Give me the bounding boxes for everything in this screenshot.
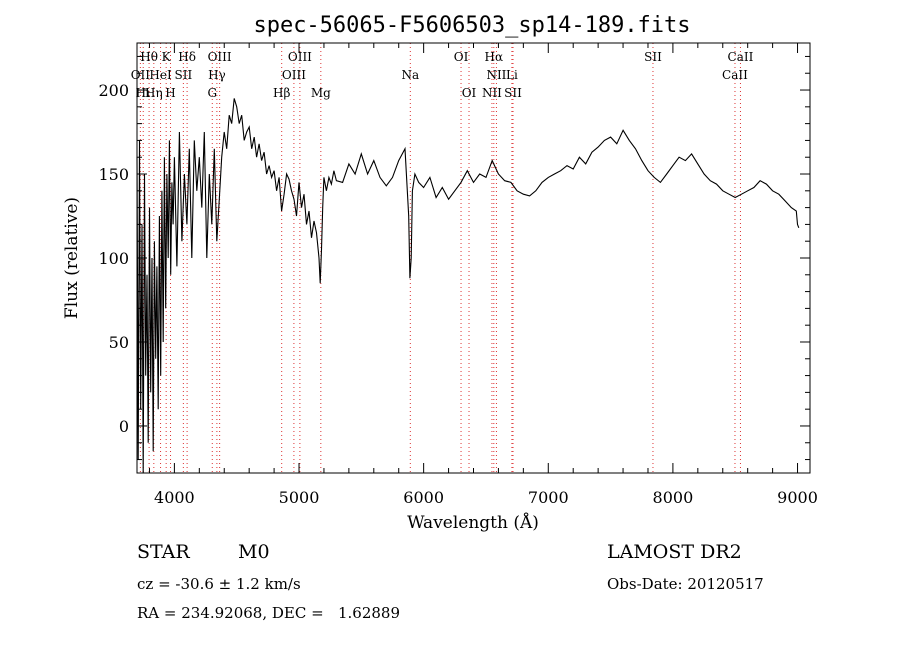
spectral-line-label: NII (486, 68, 506, 82)
spectral-line-label: CaII (728, 50, 754, 64)
spectral-line-label: Mg (311, 86, 331, 100)
x-tick-label: 7000 (528, 488, 569, 507)
x-axis-label: Wavelength (Å) (407, 512, 539, 533)
spectral-line-label: Hη (145, 86, 163, 100)
spectral-line-label: NII (482, 86, 502, 100)
spectral-line-label: Na (401, 68, 419, 82)
y-tick-label: 50 (109, 333, 129, 352)
observation-date: Obs-Date: 20120517 (607, 575, 764, 593)
spectral-line-label: OI (454, 50, 469, 64)
spectral-line-label: Hδ (178, 50, 196, 64)
y-tick-label: 0 (119, 417, 129, 436)
object-class: STAR (137, 541, 190, 563)
y-tick-label: 150 (98, 165, 129, 184)
spectral-line-label: SII (504, 86, 522, 100)
spectral-line-label: OIII (282, 68, 306, 82)
spectral-line-label: OI (462, 86, 477, 100)
spectral-line-label: OII (131, 68, 151, 82)
spectral-line-label: Hι (136, 86, 151, 100)
plot-frame (136, 42, 811, 474)
y-tick-label: 100 (98, 249, 129, 268)
x-tick-label: 4000 (154, 488, 195, 507)
spectral-line-markers (139, 43, 741, 473)
spectral-line-label: SII (644, 50, 662, 64)
spectral-line-label: OIII (288, 50, 312, 64)
spectral-line-label: H (165, 86, 175, 100)
redshift-velocity: cz = -30.6 ± 1.2 km/s (137, 575, 301, 593)
spectral-line-label: Hα (485, 50, 504, 64)
spectral-line-label: K (162, 50, 172, 64)
spectral-line-label: CaII (722, 68, 748, 82)
y-axis-label: Flux (relative) (62, 197, 82, 319)
x-tick-label: 5000 (279, 488, 320, 507)
spectral-line-label: Li (506, 68, 518, 82)
x-tick-label: 8000 (653, 488, 694, 507)
spectral-subclass: M0 (238, 541, 270, 563)
survey-name: LAMOST DR2 (607, 541, 742, 563)
x-tick-label: 6000 (403, 488, 444, 507)
spectral-line-label: SII (175, 68, 193, 82)
chart-title: spec-56065-F5606503_sp14-189.fits (253, 13, 690, 38)
y-tick-label: 200 (98, 81, 129, 100)
spectral-line-label: OIII (208, 50, 232, 64)
spectral-line-label: HeI (149, 68, 172, 82)
spectrum-series (136, 98, 800, 474)
axis-ticks (137, 43, 810, 473)
spectral-line-label: Hβ (273, 86, 290, 100)
spectral-line-label: Hγ (208, 68, 226, 82)
spectral-line-label: Hθ (140, 50, 158, 64)
axis-tick-labels: 4000 5000 6000 7000 8000 9000 0 50 100 150 200 (98, 81, 817, 507)
x-tick-label: 9000 (777, 488, 818, 507)
sky-coordinates: RA = 234.92068, DEC = 1.62889 (137, 604, 401, 622)
spectral-line-label: G (207, 86, 217, 100)
